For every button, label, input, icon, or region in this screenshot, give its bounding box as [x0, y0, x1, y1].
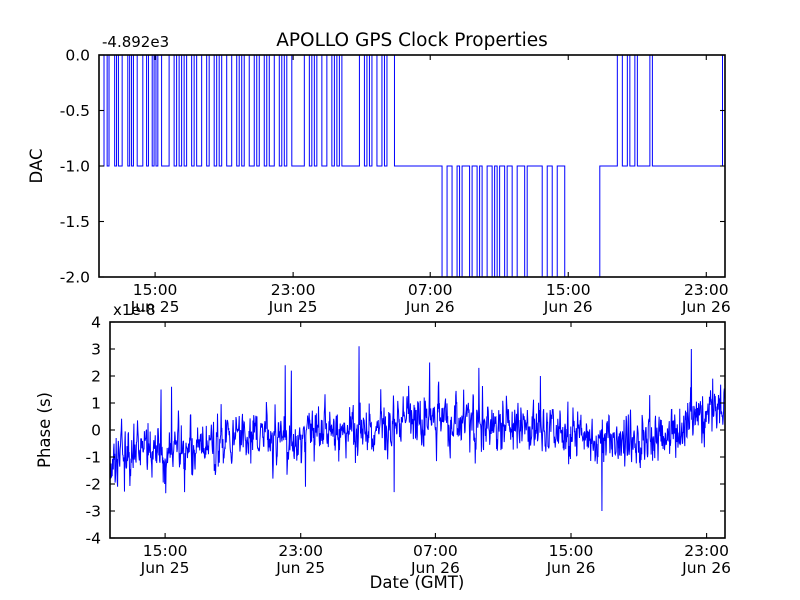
dac-x-tick-label: Jun 26 — [681, 298, 731, 316]
phase-y-tick-label: 2 — [91, 368, 101, 386]
dac-y-tick-label: 0.0 — [65, 47, 90, 65]
dac-x-tick-label: 15:00 — [546, 281, 591, 299]
phase-data-lines — [109, 346, 726, 512]
phase-x-tick-label: 07:00 — [413, 542, 458, 560]
phase-x-tick-label: Jun 26 — [546, 559, 596, 577]
phase-y-tick-label: 3 — [91, 341, 101, 359]
phase-y-tick-label: -2 — [86, 476, 101, 494]
phase-y-tick-label: -1 — [86, 449, 101, 467]
phase-x-tick-label: Jun 25 — [140, 559, 190, 577]
phase-x-tick-label: 23:00 — [278, 542, 323, 560]
dac-x-tick-label: Jun 26 — [405, 298, 455, 316]
dac-y-tick-label: -1.0 — [60, 158, 90, 176]
dac-x-tick-label: 07:00 — [408, 281, 453, 299]
phase-y-tick-label: 4 — [91, 314, 101, 332]
phase-x-tick-label: 23:00 — [684, 542, 729, 560]
dac-x-tick-label: Jun 25 — [130, 298, 180, 316]
phase-y-multiplier-text: x1e-8 — [113, 301, 156, 319]
phase-x-tick-label: Jun 25 — [275, 559, 325, 577]
dac-x-tick-label: 23:00 — [684, 281, 729, 299]
dac-y-tick-labels: 0.0 -0.5 -1.0 -1.5 -2.0 — [60, 47, 90, 287]
phase-x-tick-label: Jun 26 — [410, 559, 460, 577]
phase-y-tick-label: -4 — [86, 530, 101, 548]
phase-trace — [109, 346, 726, 512]
phase-x-tick-label: 15:00 — [549, 542, 594, 560]
dac-tick-marks — [99, 54, 725, 278]
phase-y-tick-label: 1 — [91, 395, 101, 413]
phase-x-axis-label: Date (GMT) — [370, 573, 465, 592]
dac-y-tick-label: -2.0 — [60, 269, 90, 287]
dac-y-tick-label: -1.5 — [60, 213, 90, 231]
phase-x-tick-label: 15:00 — [143, 542, 188, 560]
phase-y-tick-label: 0 — [91, 422, 101, 440]
dac-y-tick-label: -0.5 — [60, 102, 90, 120]
dac-x-tick-label: 15:00 — [133, 281, 178, 299]
phase-y-axis-label: Phase (s) — [35, 392, 54, 468]
phase-y-tick-label: -3 — [86, 503, 101, 521]
dac-x-tick-label: Jun 26 — [543, 298, 593, 316]
dac-x-tick-label: Jun 25 — [268, 298, 318, 316]
phase-x-tick-label: Jun 26 — [681, 559, 731, 577]
dac-y-offset-text: -4.892e3 — [102, 33, 169, 51]
dac-x-tick-label: 23:00 — [271, 281, 316, 299]
phase-y-tick-labels: 4 3 2 1 0 -1 -2 -3 -4 — [86, 314, 101, 548]
page-title: APOLLO GPS Clock Properties — [276, 30, 548, 51]
dac-y-axis-label: DAC — [27, 149, 46, 184]
phase-tick-marks — [110, 321, 725, 539]
